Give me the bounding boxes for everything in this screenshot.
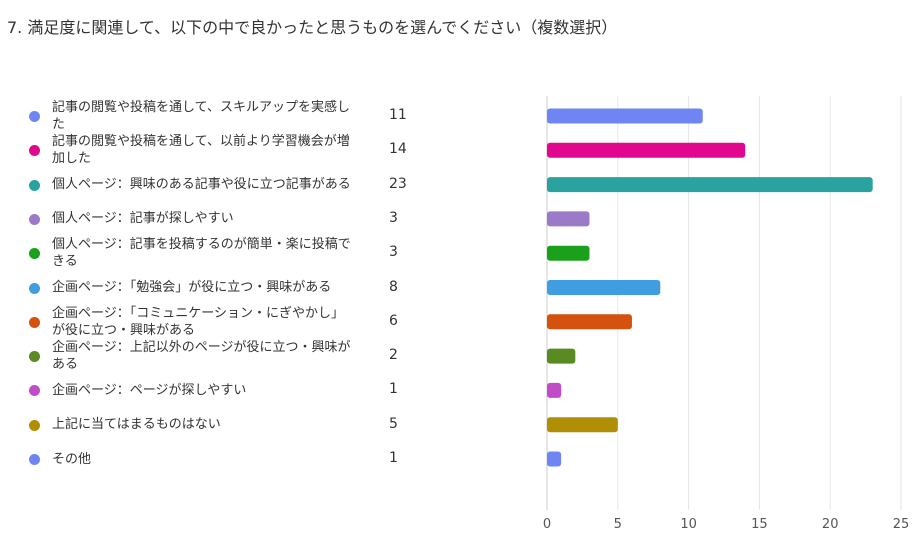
legend-dot-icon [29, 213, 40, 225]
legend-label: 個人ページ：記事が探しやすい [52, 211, 234, 227]
legend-label: 上記に当てはまるものはない [52, 417, 221, 433]
x-tick-label: 5 [614, 517, 622, 532]
legend-dot-icon [29, 454, 40, 465]
legend-label: 記事の閲覧や投稿を通して、スキルアップを実感した [52, 100, 350, 132]
legend-count: 5 [389, 415, 398, 432]
legend-count: 1 [389, 450, 398, 466]
bar[interactable] [547, 177, 873, 193]
legend-count: 11 [389, 107, 407, 123]
legend-item[interactable]: 個人ページ：記事が探しやすい 3 [0, 201, 430, 237]
legend-label: 企画ページ：上記以外のページが役に立つ・興味がある [52, 340, 351, 373]
legend-dot-icon [29, 385, 40, 397]
legend-dot-icon [29, 316, 40, 328]
bar[interactable] [547, 211, 590, 227]
legend-label: 個人ページ：興味のある記事や役に立つ記事がある [52, 177, 351, 193]
legend-item[interactable]: 記事の閲覧や投稿を通して、以前より学習機会が増加した 14 [0, 132, 430, 168]
legend-item[interactable]: 個人ページ：記事を投稿するのが簡単・楽に投稿できる 3 [0, 235, 430, 271]
legend-label: 企画ページ：ページが探しやすい [52, 382, 247, 398]
legend-count: 3 [389, 244, 398, 261]
legend-dot-icon [29, 248, 40, 260]
bar[interactable] [547, 451, 562, 467]
legend-item[interactable]: 企画ページ：「勉強会」が役に立つ・興味がある 8 [0, 270, 430, 306]
legend-count: 8 [389, 278, 398, 295]
bar[interactable] [547, 142, 746, 158]
bar[interactable] [547, 245, 590, 261]
legend-count: 23 [389, 175, 407, 192]
bar[interactable] [547, 280, 661, 295]
bar[interactable] [547, 348, 576, 364]
legend-item[interactable]: 上記に当てはまるものはない 5 [0, 407, 430, 443]
x-tick-label: 25 [893, 517, 910, 532]
legend-count: 14 [389, 141, 407, 158]
legend-dot-icon [29, 351, 40, 363]
legend-dot-icon [29, 282, 40, 294]
bar[interactable] [547, 314, 632, 330]
legend-label: その他 [52, 451, 92, 467]
legend-item[interactable]: 企画ページ：上記以外のページが役に立つ・興味がある 2 [0, 338, 430, 374]
legend-item[interactable]: 個人ページ：興味のある記事や役に立つ記事がある 23 [0, 167, 430, 203]
legend-dot-icon [29, 419, 40, 431]
x-tick-label: 0 [543, 517, 551, 532]
legend-count: 2 [389, 347, 398, 364]
legend-count: 6 [389, 312, 398, 329]
legend: 記事の閲覧や投稿を通して、スキルアップを実感した 11 記事の閲覧や投稿を通して、以… [0, 0, 430, 541]
legend-count: 3 [389, 209, 398, 226]
legend-dot-icon [29, 111, 40, 122]
legend-label: 企画ページ：「勉強会」が役に立つ・興味がある [52, 280, 332, 295]
legend-label: 個人ページ：記事を投稿するのが簡単・楽に投稿できる [52, 237, 351, 270]
x-tick-label: 10 [680, 517, 697, 532]
legend-item[interactable]: 記事の閲覧や投稿を通して、スキルアップを実感した 11 [0, 98, 430, 134]
legend-item[interactable]: 企画ページ：「コミュニケーション・にぎやかし」が役に立つ・興味がある 6 [0, 304, 430, 340]
bar[interactable] [547, 108, 703, 124]
bar[interactable] [547, 382, 562, 398]
x-tick-label: 20 [822, 517, 839, 532]
legend-label: 企画ページ：「コミュニケーション・にぎやかし」が役に立つ・興味がある [52, 305, 344, 338]
legend-item[interactable]: その他 1 [0, 441, 430, 477]
chart-title: 7. 満足度に関連して、以下の中で良かったと思うものを選んでください（複数選択） [7, 18, 618, 37]
legend-dot-icon [29, 145, 40, 157]
legend-dot-icon [29, 179, 40, 191]
legend-count: 1 [389, 381, 398, 398]
legend-item[interactable]: 企画ページ：ページが探しやすい 1 [0, 372, 430, 408]
legend-label: 記事の閲覧や投稿を通して、以前より学習機会が増加した [52, 134, 350, 167]
bar[interactable] [547, 417, 618, 433]
x-tick-label: 15 [751, 517, 768, 532]
